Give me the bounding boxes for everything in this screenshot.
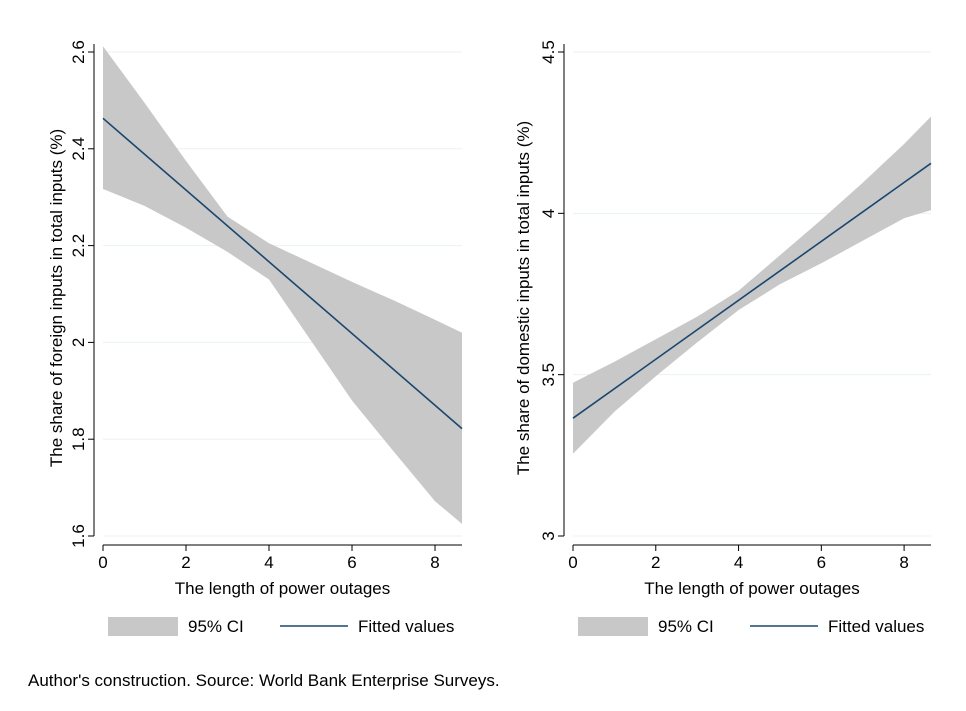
y-axis-title: The share of foreign inputs in total inp… [47,129,66,467]
x-tick-label: 8 [899,553,908,572]
x-tick-label: 0 [98,553,107,572]
x-tick-label: 6 [817,553,826,572]
x-tick-label: 0 [568,553,577,572]
y-tick-label: 4.5 [539,40,558,64]
y-tick-label: 2.2 [69,234,88,258]
legend-ci-swatch [108,617,178,636]
x-tick-label: 8 [430,553,439,572]
x-axis-title: The length of power outages [644,579,859,598]
legend-ci-label: 95% CI [188,617,244,636]
y-tick-label: 4 [539,209,558,218]
y-tick-label: 3 [539,531,558,540]
fitted-line [102,117,463,430]
legend-fitted-label: Fitted values [358,617,454,636]
foreign-inputs-chart: 1.6 1.8 2 2.2 2.4 2.6 0 2 4 6 8 The length of power… [47,40,463,636]
ci-band [103,46,462,524]
y-axis-title: The share of domestic inputs in total in… [514,121,533,475]
y-tick-label: 2 [69,338,88,347]
domestic-inputs-chart: 3 3.5 4 4.5 0 2 4 6 8 The length of power outages… [514,40,932,636]
x-tick-label: 2 [651,553,660,572]
source-note: Author's construction. Source: World Ban… [28,671,500,690]
legend-fitted-label: Fitted values [828,617,924,636]
y-tick-label: 1.8 [69,427,88,451]
x-axis-title: The length of power outages [175,579,390,598]
x-tick-label: 4 [264,553,273,572]
x-tick-label: 6 [347,553,356,572]
y-tick-label: 2.4 [69,137,88,161]
y-tick-label: 3.5 [539,363,558,387]
ci-band [573,116,931,454]
y-tick-label: 2.6 [69,40,88,64]
fitted-line [572,162,932,419]
x-tick-label: 2 [181,553,190,572]
legend-ci-label: 95% CI [658,617,714,636]
legend-ci-swatch [578,617,648,636]
x-tick-label: 4 [734,553,743,572]
y-tick-label: 1.6 [69,524,88,548]
